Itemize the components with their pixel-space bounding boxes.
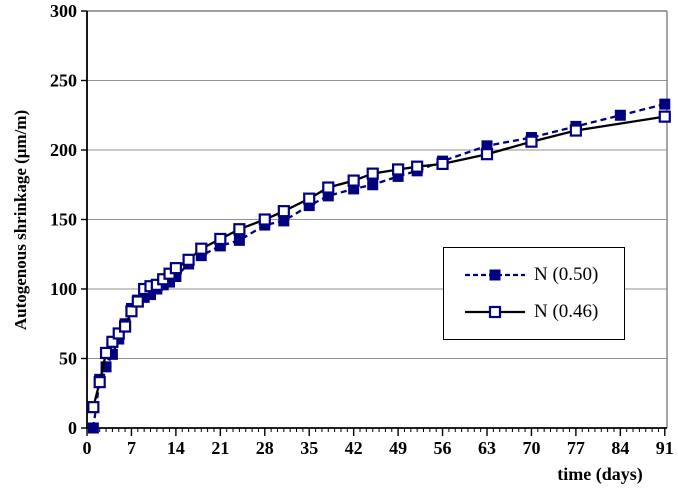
- x-minor-ticks: [92, 428, 659, 432]
- x-tick-label: 42: [345, 438, 363, 458]
- x-tick-label: 14: [167, 438, 185, 458]
- data-point-filled-square: [170, 270, 182, 282]
- y-axis-ticks: 0 50 100 150 200 250 300: [50, 1, 87, 438]
- data-point-open-square: [392, 163, 405, 176]
- legend: N (0.50) N (0.46): [443, 247, 625, 340]
- data-point-open-square: [569, 124, 582, 137]
- data-point-open-square: [322, 181, 335, 194]
- series-markers-1: [87, 110, 671, 414]
- data-point-filled-square: [233, 234, 245, 246]
- x-axis-title: time (days): [557, 464, 643, 484]
- x-tick-label: 28: [256, 438, 274, 458]
- data-point-open-square: [182, 253, 195, 266]
- x-tick-label: 0: [83, 438, 92, 458]
- data-point-filled-square: [322, 190, 334, 202]
- x-tick-label: 91: [656, 438, 674, 458]
- y-tick-label: 0: [68, 418, 77, 438]
- y-tick-label: 300: [50, 1, 77, 21]
- data-point-filled-square: [278, 215, 290, 227]
- data-point-filled-square: [481, 140, 493, 152]
- legend-entry-n-050: N (0.50): [464, 264, 624, 286]
- data-point-open-square: [195, 242, 208, 255]
- x-tick-label: 21: [211, 438, 229, 458]
- data-point-filled-square: [214, 240, 226, 252]
- data-point-open-square: [118, 320, 132, 333]
- data-point-filled-square: [614, 109, 626, 121]
- data-point-open-square: [93, 376, 106, 389]
- data-point-open-square: [480, 148, 494, 161]
- data-point-open-square: [658, 110, 671, 123]
- legend-swatch-dashed-filled-square-icon: [465, 269, 525, 281]
- data-point-open-square: [87, 401, 100, 414]
- data-point-filled-square: [195, 250, 207, 262]
- data-point-filled-square: [144, 289, 156, 301]
- x-tick-label: 35: [300, 438, 318, 458]
- data-point-open-square: [525, 135, 538, 148]
- y-tick-label: 50: [59, 349, 77, 369]
- data-point-filled-square: [659, 98, 671, 110]
- data-point-open-square: [106, 335, 119, 348]
- data-point-filled-square: [106, 348, 118, 360]
- y-tick-label: 100: [50, 279, 77, 299]
- legend-entry-n-046: N (0.46): [464, 301, 624, 323]
- x-axis-ticks: 0 7 14 21 28 35 42 49 56 63 70 77 84 91: [83, 428, 674, 458]
- data-point-filled-square: [164, 276, 176, 288]
- y-tick-label: 200: [50, 140, 77, 160]
- x-tick-label: 7: [127, 438, 136, 458]
- data-point-open-square: [125, 305, 138, 318]
- y-tick-label: 150: [50, 210, 77, 230]
- x-tick-label: 56: [434, 438, 452, 458]
- data-point-filled-square: [392, 170, 404, 182]
- data-point-filled-square: [348, 183, 360, 195]
- data-point-filled-square: [87, 422, 99, 434]
- data-point-filled-square: [100, 361, 112, 373]
- y-axis-title: Autogenous shrinkage (μm/m): [11, 109, 30, 331]
- x-tick-label: 49: [389, 438, 407, 458]
- legend-swatch-solid-open-square-icon: [465, 306, 525, 319]
- data-point-open-square: [99, 346, 113, 360]
- data-point-open-square: [411, 160, 424, 173]
- gridlines: [87, 10, 668, 428]
- x-tick-label: 70: [522, 438, 540, 458]
- data-point-open-square: [436, 157, 449, 170]
- data-point-open-square: [112, 327, 125, 340]
- legend-label-n-046: N (0.46): [534, 301, 599, 323]
- x-tick-label: 84: [611, 438, 629, 458]
- y-tick-label: 250: [50, 71, 77, 91]
- data-point-filled-square: [303, 200, 315, 212]
- data-point-open-square: [258, 213, 271, 226]
- data-point-filled-square: [367, 179, 379, 191]
- data-point-open-square: [366, 167, 379, 180]
- data-point-open-square: [131, 295, 144, 308]
- data-point-open-square: [233, 223, 246, 236]
- data-point-open-square: [169, 262, 182, 275]
- data-point-open-square: [303, 192, 316, 205]
- x-tick-label: 63: [478, 438, 496, 458]
- legend-label-n-050: N (0.50): [534, 263, 599, 285]
- data-point-filled-square: [138, 291, 150, 303]
- x-tick-label: 77: [567, 438, 585, 458]
- data-point-open-square: [214, 232, 227, 246]
- data-point-open-square: [277, 205, 290, 218]
- data-point-open-square: [347, 174, 360, 187]
